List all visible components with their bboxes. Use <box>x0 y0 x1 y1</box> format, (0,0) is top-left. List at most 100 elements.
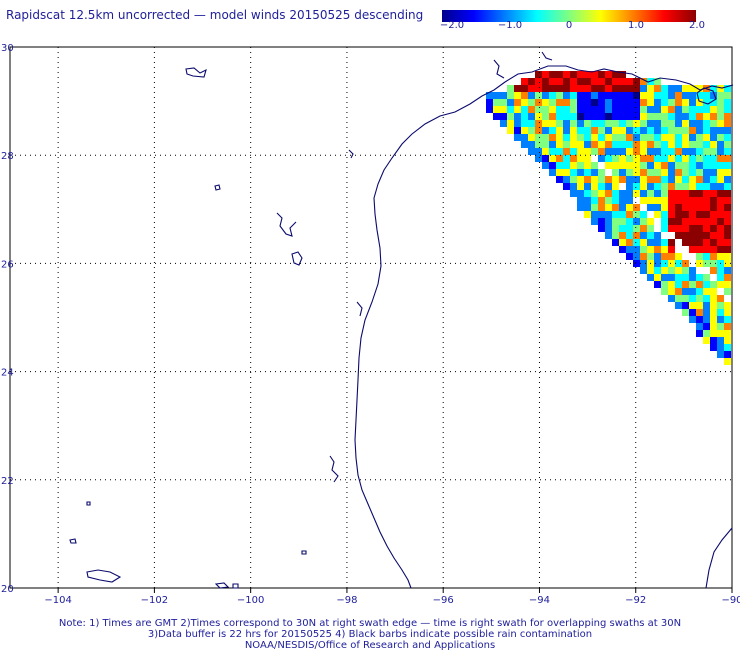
swath-cell <box>633 190 640 197</box>
swath-cell <box>703 316 710 323</box>
swath-cell <box>640 120 647 127</box>
swath-cell <box>682 141 689 148</box>
swath-cell <box>661 274 668 281</box>
swath-cell <box>626 190 633 197</box>
swath-cell <box>675 162 682 169</box>
swath-cell <box>577 176 584 183</box>
swath-cell <box>640 106 647 113</box>
swath-cell <box>563 162 570 169</box>
swath-cell <box>605 211 612 218</box>
swath-cell <box>647 113 654 120</box>
swath-cell <box>563 71 570 78</box>
swath-cell <box>598 134 605 141</box>
swath-cell <box>675 211 682 218</box>
swath-cell <box>577 148 584 155</box>
swath-cell <box>570 71 577 78</box>
swath-cell <box>633 106 640 113</box>
swath-cell <box>710 316 717 323</box>
swath-cell <box>514 85 521 92</box>
swath-cell <box>605 106 612 113</box>
swath-cell <box>591 211 598 218</box>
swath-cell <box>675 92 682 99</box>
swath-cell <box>605 134 612 141</box>
swath-cell <box>647 204 654 211</box>
swath-cell <box>696 120 703 127</box>
swath-cell <box>682 197 689 204</box>
swath-cell <box>661 155 668 162</box>
swath-cell <box>514 134 521 141</box>
swath-cell <box>661 183 668 190</box>
lon-tick-label: −98 <box>336 595 357 606</box>
swath-cell <box>696 99 703 106</box>
swath-cell <box>577 141 584 148</box>
swath-cell <box>675 197 682 204</box>
swath-cell <box>612 162 619 169</box>
swath-cell <box>675 99 682 106</box>
swath-cell <box>640 162 647 169</box>
swath-cell <box>563 113 570 120</box>
swath-cell <box>626 253 633 260</box>
swath-cell <box>710 92 717 99</box>
swath-cell <box>675 85 682 92</box>
swath-cell <box>703 155 710 162</box>
swath-cell <box>675 204 682 211</box>
swath-cell <box>647 183 654 190</box>
swath-cell <box>724 246 731 253</box>
swath-cell <box>584 99 591 106</box>
swath-cell <box>640 99 647 106</box>
swath-cell <box>696 127 703 134</box>
swath-cell <box>654 267 661 274</box>
swath-cell <box>521 106 528 113</box>
swath-cell <box>710 176 717 183</box>
swath-cell <box>521 141 528 148</box>
swath-cell <box>640 141 647 148</box>
swath-cell <box>612 176 619 183</box>
swath-cell <box>619 162 626 169</box>
swath-cell <box>689 211 696 218</box>
lake-outline <box>214 582 230 589</box>
swath-cell <box>563 120 570 127</box>
swath-cell <box>626 246 633 253</box>
swath-cell <box>654 176 661 183</box>
swath-cell <box>682 204 689 211</box>
swath-cell <box>549 162 556 169</box>
swath-cell <box>598 211 605 218</box>
swath-cell <box>493 92 500 99</box>
swath-cell <box>668 204 675 211</box>
swath-cell <box>717 85 724 92</box>
swath-cell <box>521 92 528 99</box>
swath-cell <box>696 155 703 162</box>
swath-cell <box>640 190 647 197</box>
swath-cell <box>724 183 731 190</box>
swath-cell <box>675 106 682 113</box>
swath-cell <box>598 218 605 225</box>
swath-cell <box>514 99 521 106</box>
swath-cell <box>640 176 647 183</box>
swath-cell <box>654 155 661 162</box>
swath-cell <box>591 71 598 78</box>
swath-cell <box>724 190 731 197</box>
swath-cell <box>710 120 717 127</box>
swath-cell <box>570 169 577 176</box>
swath-cell <box>549 71 556 78</box>
swath-cell <box>682 106 689 113</box>
swath-cell <box>626 218 633 225</box>
swath-cell <box>661 85 668 92</box>
swath-cell <box>661 92 668 99</box>
swath-cell <box>619 169 626 176</box>
swath-cell <box>717 330 724 337</box>
swath-cell <box>521 134 528 141</box>
swath-cell <box>612 134 619 141</box>
swath-cell <box>598 92 605 99</box>
swath-cell <box>507 85 514 92</box>
swath-cell <box>563 141 570 148</box>
swath-cell <box>535 155 542 162</box>
swath-cell <box>689 288 696 295</box>
swath-cell <box>647 246 654 253</box>
swath-cell <box>612 204 619 211</box>
swath-cell <box>668 239 675 246</box>
swath-cell <box>710 232 717 239</box>
swath-cell <box>710 162 717 169</box>
swath-cell <box>696 239 703 246</box>
